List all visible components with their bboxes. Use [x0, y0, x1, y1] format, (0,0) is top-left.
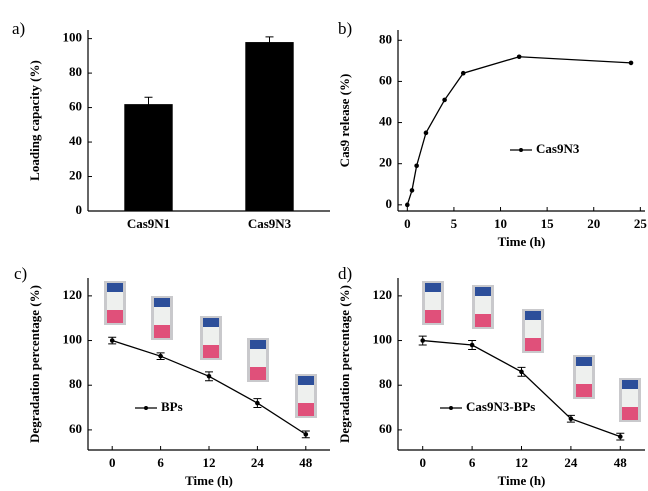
y-tick-label: 40 — [69, 133, 82, 148]
x-tick-label: 0 — [404, 216, 411, 231]
y-axis-label: Degradation percentage (%) — [337, 285, 352, 443]
y-tick-label: 0 — [76, 202, 83, 217]
y-tick-label: 40 — [379, 114, 392, 129]
y-tick-label: 80 — [69, 64, 82, 79]
panel-label: a) — [12, 19, 25, 38]
y-axis-label: Loading capacity (%) — [27, 60, 42, 181]
panel-label: d) — [338, 264, 352, 283]
x-tick-label: Cas9N1 — [127, 216, 170, 231]
y-axis-label: Cas9 release (%) — [337, 74, 352, 168]
panel-label: c) — [14, 264, 27, 283]
error-bar — [253, 398, 262, 409]
y-tick-label: 60 — [379, 72, 392, 87]
error-bar — [144, 96, 153, 112]
marker — [409, 188, 415, 193]
error-bar — [265, 36, 274, 48]
x-tick-label: 12 — [515, 455, 528, 470]
y-tick-label: 0 — [386, 196, 393, 211]
x-tick-label: 6 — [157, 455, 164, 470]
error-bar — [616, 432, 625, 441]
bar — [245, 42, 294, 211]
bar — [124, 104, 173, 211]
error-bar — [156, 352, 165, 361]
y-tick-label: 20 — [69, 168, 82, 183]
y-tick-label: 100 — [373, 332, 393, 347]
error-bar — [517, 366, 526, 377]
x-tick-label: 12 — [203, 455, 216, 470]
vials — [104, 281, 641, 422]
line — [406, 56, 632, 206]
x-tick-label: 24 — [251, 455, 265, 470]
x-tick-label: 48 — [614, 455, 628, 470]
x-tick-label: 6 — [469, 455, 476, 470]
y-tick-label: 80 — [379, 31, 392, 46]
y-tick-label: 20 — [379, 155, 392, 170]
x-tick-label: 10 — [494, 216, 507, 231]
y-tick-label: 60 — [379, 421, 392, 436]
y-tick-label: 120 — [63, 287, 83, 302]
y-tick-label: 80 — [379, 376, 392, 391]
x-tick-label: 20 — [587, 216, 600, 231]
x-tick-label: 48 — [299, 455, 313, 470]
y-tick-label: 80 — [69, 376, 82, 391]
x-tick-label: Cas9N3 — [248, 216, 292, 231]
x-axis-label: Time (h) — [185, 473, 233, 488]
marker — [442, 97, 447, 103]
x-tick-label: 0 — [419, 455, 426, 470]
x-axis-label: Time (h) — [498, 473, 546, 488]
error-bar — [468, 340, 477, 350]
error-bar — [301, 430, 310, 439]
legend-marker — [144, 406, 148, 410]
error-bar — [566, 414, 575, 423]
legend-marker — [449, 406, 453, 410]
panel-label: b) — [338, 19, 352, 38]
x-tick-label: 24 — [564, 455, 578, 470]
marker — [414, 163, 419, 169]
y-axis-label: Degradation percentage (%) — [27, 285, 42, 443]
y-tick-label: 120 — [373, 287, 393, 302]
marker — [423, 130, 429, 136]
legend-label: Cas9N3 — [536, 141, 580, 156]
error-bar — [205, 371, 213, 382]
error-bar — [108, 336, 117, 345]
x-axis-label: Time (h) — [498, 234, 546, 249]
legend-label: Cas9N3-BPs — [466, 399, 535, 414]
x-tick-label: 15 — [541, 216, 555, 231]
marker — [516, 54, 522, 60]
legend-label: BPs — [161, 399, 183, 414]
marker — [405, 202, 410, 208]
legend-marker — [519, 148, 523, 152]
y-tick-label: 60 — [69, 99, 82, 114]
y-tick-label: 60 — [69, 421, 82, 436]
y-tick-label: 100 — [63, 30, 83, 45]
marker — [460, 70, 466, 76]
x-tick-label: 25 — [634, 216, 648, 231]
error-bar — [418, 335, 427, 346]
x-tick-label: 5 — [451, 216, 458, 231]
y-tick-label: 100 — [63, 332, 83, 347]
x-tick-label: 0 — [109, 455, 116, 470]
marker — [628, 60, 634, 66]
